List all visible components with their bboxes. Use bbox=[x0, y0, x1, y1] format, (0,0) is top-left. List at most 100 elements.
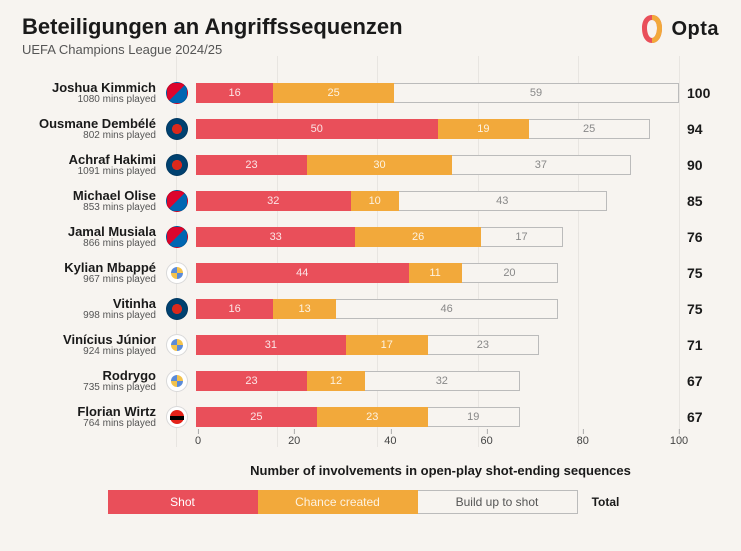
brand-name: Opta bbox=[671, 18, 719, 41]
bar-segment-chance: 26 bbox=[355, 227, 481, 247]
club-badge-icon bbox=[166, 334, 188, 356]
player-name: Vitinha bbox=[22, 297, 156, 311]
player-name: Kylian Mbappé bbox=[22, 261, 156, 275]
club-badge-icon bbox=[166, 190, 188, 212]
player-row: Ousmane Dembélé802 mins played50192594 bbox=[22, 111, 719, 147]
bar-segment-shot: 50 bbox=[196, 119, 438, 139]
player-row: Kylian Mbappé967 mins played44112075 bbox=[22, 255, 719, 291]
chart-subtitle: UEFA Champions League 2024/25 bbox=[22, 42, 403, 57]
player-mins: 853 mins played bbox=[22, 203, 156, 214]
total-value: 94 bbox=[679, 121, 719, 137]
bar-segment-chance: 12 bbox=[307, 371, 365, 391]
club-badge-icon bbox=[166, 226, 188, 248]
x-axis: 020406080100 bbox=[198, 435, 679, 461]
player-name: Michael Olise bbox=[22, 189, 156, 203]
bar-segment-chance: 13 bbox=[273, 299, 336, 319]
bar-segment-shot: 31 bbox=[196, 335, 346, 355]
bar-segment-chance: 17 bbox=[346, 335, 428, 355]
brand-logo: Opta bbox=[639, 14, 719, 44]
bar-segment-shot: 32 bbox=[196, 191, 351, 211]
chart-body: Joshua Kimmich1080 mins played162559100O… bbox=[22, 75, 719, 435]
player-mins: 802 mins played bbox=[22, 131, 156, 142]
player-name: Joshua Kimmich bbox=[22, 81, 156, 95]
player-label: Vitinha998 mins played bbox=[22, 297, 162, 321]
header: Beteiligungen an Angriffssequenzen UEFA … bbox=[22, 14, 719, 57]
club-badge-icon bbox=[166, 82, 188, 104]
bar-segment-buildup: 17 bbox=[481, 227, 563, 247]
player-label: Ousmane Dembélé802 mins played bbox=[22, 117, 162, 141]
bar-segment-buildup: 32 bbox=[365, 371, 520, 391]
chart-title: Beteiligungen an Angriffssequenzen bbox=[22, 14, 403, 40]
bar-track: 252319 bbox=[196, 407, 679, 427]
bar-track: 161346 bbox=[196, 299, 679, 319]
total-value: 67 bbox=[679, 373, 719, 389]
bar-segment-buildup: 43 bbox=[399, 191, 607, 211]
x-tick: 0 bbox=[195, 435, 201, 447]
bar-segment-chance: 19 bbox=[438, 119, 530, 139]
legend-chance: Chance created bbox=[258, 490, 418, 514]
player-name: Rodrygo bbox=[22, 369, 156, 383]
opta-logo-icon bbox=[639, 14, 665, 44]
club-badge-icon bbox=[166, 406, 188, 428]
legend-buildup: Build up to shot bbox=[418, 490, 578, 514]
bar-segment-buildup: 19 bbox=[428, 407, 520, 427]
player-label: Jamal Musiala866 mins played bbox=[22, 225, 162, 249]
bar-track: 501925 bbox=[196, 119, 679, 139]
legend: Shot Chance created Build up to shot Tot… bbox=[22, 490, 719, 514]
bar-track: 311723 bbox=[196, 335, 679, 355]
bar-track: 332617 bbox=[196, 227, 679, 247]
bar-segment-shot: 16 bbox=[196, 83, 273, 103]
player-row: Michael Olise853 mins played32104385 bbox=[22, 183, 719, 219]
total-value: 75 bbox=[679, 265, 719, 281]
club-badge-icon bbox=[166, 118, 188, 140]
legend-shot: Shot bbox=[108, 490, 258, 514]
x-tick: 60 bbox=[480, 435, 492, 447]
bar-track: 233037 bbox=[196, 155, 679, 175]
player-row: Rodrygo735 mins played 231232 67 bbox=[22, 363, 719, 399]
bar-segment-chance: 25 bbox=[273, 83, 394, 103]
bar-segment-shot: 16 bbox=[196, 299, 273, 319]
bar-segment-buildup: 46 bbox=[336, 299, 558, 319]
bar-segment-buildup: 23 bbox=[428, 335, 539, 355]
bar-track: 321043 bbox=[196, 191, 679, 211]
player-mins: 967 mins played bbox=[22, 275, 156, 286]
player-label: Rodrygo735 mins played bbox=[22, 369, 162, 393]
titles: Beteiligungen an Angriffssequenzen UEFA … bbox=[22, 14, 403, 57]
bar-segment-buildup: 37 bbox=[452, 155, 631, 175]
bar-segment-shot: 23 bbox=[196, 371, 307, 391]
player-mins: 924 mins played bbox=[22, 347, 156, 358]
x-axis-label: Number of involvements in open-play shot… bbox=[162, 463, 719, 478]
club-badge-icon bbox=[166, 298, 188, 320]
player-row: Jamal Musiala866 mins played33261776 bbox=[22, 219, 719, 255]
player-row: Vitinha998 mins played16134675 bbox=[22, 291, 719, 327]
player-label: Achraf Hakimi1091 mins played bbox=[22, 153, 162, 177]
club-badge-icon bbox=[166, 370, 188, 392]
bar-segment-chance: 10 bbox=[351, 191, 399, 211]
x-tick: 100 bbox=[670, 435, 688, 447]
bar-segment-buildup: 59 bbox=[394, 83, 679, 103]
player-label: Kylian Mbappé967 mins played bbox=[22, 261, 162, 285]
player-name: Vinícius Júnior bbox=[22, 333, 156, 347]
chart-card: Beteiligungen an Angriffssequenzen UEFA … bbox=[0, 0, 741, 551]
bar-segment-chance: 11 bbox=[409, 263, 462, 283]
bar-segment-shot: 25 bbox=[196, 407, 317, 427]
total-value: 71 bbox=[679, 337, 719, 353]
bar-track: 162559 bbox=[196, 83, 679, 103]
player-mins: 1091 mins played bbox=[22, 167, 156, 178]
club-badge-icon bbox=[166, 262, 188, 284]
bar-segment-buildup: 25 bbox=[529, 119, 650, 139]
player-label: Joshua Kimmich1080 mins played bbox=[22, 81, 162, 105]
player-name: Achraf Hakimi bbox=[22, 153, 156, 167]
legend-total: Total bbox=[578, 490, 634, 514]
total-value: 85 bbox=[679, 193, 719, 209]
bar-segment-buildup: 20 bbox=[462, 263, 559, 283]
player-mins: 764 mins played bbox=[22, 419, 156, 430]
bar-segment-shot: 23 bbox=[196, 155, 307, 175]
total-value: 76 bbox=[679, 229, 719, 245]
bar-segment-chance: 30 bbox=[307, 155, 452, 175]
total-value: 90 bbox=[679, 157, 719, 173]
player-row: Joshua Kimmich1080 mins played162559100 bbox=[22, 75, 719, 111]
bar-segment-shot: 33 bbox=[196, 227, 355, 247]
player-mins: 1080 mins played bbox=[22, 95, 156, 106]
player-label: Florian Wirtz764 mins played bbox=[22, 405, 162, 429]
